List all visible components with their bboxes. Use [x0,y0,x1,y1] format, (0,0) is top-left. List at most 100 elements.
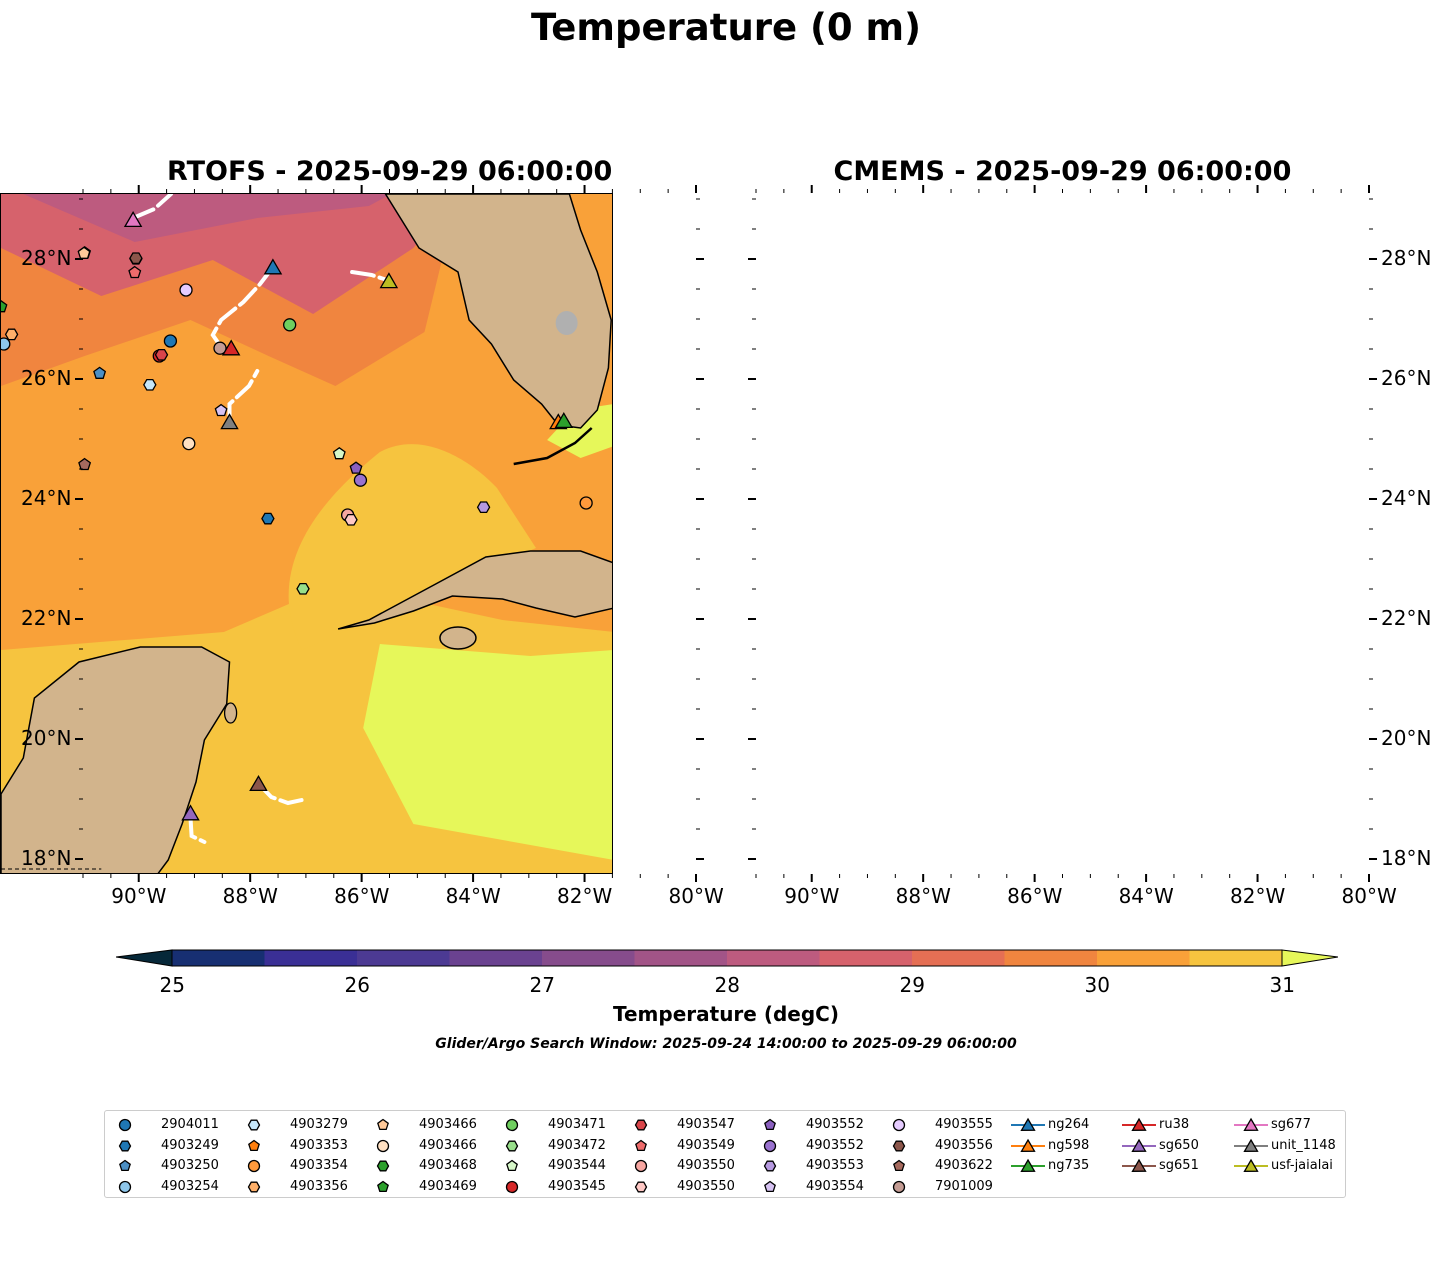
legend-label: 4903552 [806,1137,864,1153]
legend-label: 4903471 [548,1117,606,1132]
obs-4903552 [353,473,368,487]
legend-label: ng735 [1048,1158,1090,1174]
legend-label: 4903552 [806,1117,864,1132]
legend-marker-triangle-icon [1131,1117,1147,1131]
obs-4903469 [1,299,8,313]
obs-4903471 [283,318,297,332]
figure-title: Temperature (0 m) [530,6,922,49]
legend-marker-hexagon-icon [634,1181,648,1193]
legend-label: 4903250 [161,1158,219,1174]
legend-marker-circle-icon [376,1139,390,1152]
colorbar-extend-high [1281,949,1339,967]
legend-label: 4903468 [419,1158,477,1174]
legend-marker-circle-icon [118,1180,132,1194]
colorbar-bin [1189,950,1283,966]
lat-tick-label: 26°N [1381,366,1432,390]
legend-marker-circle-icon [892,1180,906,1194]
land-cozumel [223,702,238,724]
colorbar-bin [634,950,728,966]
legend-label: 4903466 [419,1117,477,1132]
legend-label: sg651 [1159,1158,1199,1174]
lon-tick-label: 88°W [895,884,951,908]
legend-label: 7901009 [935,1179,993,1195]
lat-tick-label: 26°N [21,366,72,390]
obs-4903472 [296,582,310,595]
obs-sg650 [181,804,200,821]
legend-marker-pentagon-icon [635,1139,647,1151]
obs-4903554 [214,403,228,417]
legend-label: ru38 [1159,1117,1190,1132]
obs-ng735 [554,412,574,429]
lat-tick-label: 20°N [1381,726,1432,750]
legend-label: 4903544 [548,1158,606,1174]
legend-marker-circle-icon [247,1160,261,1173]
colorbar-tick-label: 26 [344,973,370,997]
colorbar-bin [264,950,358,966]
legend-label: usf-jaialai [1271,1158,1333,1174]
obs-ru38 [221,339,241,356]
track-sg677 [131,194,173,220]
legend-label: ng264 [1048,1117,1090,1132]
legend-marker-pentagon-icon [248,1139,260,1151]
search-window-text: Glider/Argo Search Window: 2025-09-24 14… [435,1036,1017,1052]
lat-tick-label: 22°N [21,606,72,630]
legend-label: 4903556 [935,1137,993,1153]
colorbar-bin [912,950,1005,966]
obs-usf-jaialai [379,272,399,289]
legend-marker-circle-icon [505,1118,519,1132]
legend-marker-pentagon-icon [377,1180,389,1193]
legend-label: 4903354 [290,1158,348,1174]
colorbar-gradient [115,949,1339,967]
lon-tick-label: 82°W [1230,884,1286,908]
legend-marker-pentagon-icon [764,1118,776,1131]
obs-sg651 [249,775,268,792]
sst-hot-caribbean [363,644,612,860]
lon-tick-label: 88°W [222,884,278,908]
land-cuba [337,550,612,630]
legend-marker-circle-icon [505,1180,519,1194]
track-sg650 [188,816,207,844]
colorbar-bin [819,950,913,966]
legend-marker-triangle-icon [1131,1159,1147,1173]
obs-4903354 [579,496,593,510]
legend-marker-triangle-icon [1243,1159,1259,1173]
legend-label: 4903550 [677,1158,735,1174]
sst-coolest-band [23,194,392,242]
obs-4903249 [261,512,275,525]
legend-marker-hexagon-icon [892,1140,906,1152]
lat-tick-label: 18°N [21,846,72,870]
obs-4903279 [143,378,157,391]
legend-label: 4903469 [419,1179,477,1195]
colorbar-tick-label: 28 [714,973,740,997]
obs-4903553 [476,501,491,514]
obs-4903622 [78,457,92,471]
legend-label: 4903353 [290,1137,348,1153]
colorbar-bin [542,950,635,966]
legend-marker-hexagon-icon [376,1160,390,1172]
legend-label: sg650 [1159,1137,1199,1153]
land-florida-keys [513,427,593,466]
legend-marker-pentagon-icon [506,1160,518,1172]
lon-tick-label: 86°W [1007,884,1063,908]
colorbar-extend-low [115,949,173,967]
lat-tick-label: 24°N [1381,486,1432,510]
panel-title-rtofs: RTOFS - 2025-09-29 06:00:00 [167,156,613,187]
lon-tick-label: 90°W [111,884,167,908]
legend-marker-triangle-icon [1243,1138,1259,1152]
obs-4903552 [349,461,363,474]
lat-tick-label: 20°N [21,726,72,750]
legend-label: 4903356 [290,1179,348,1195]
map-panel-cmems [0,193,613,874]
lon-tick-label: 84°W [1118,884,1174,908]
legend-label: 4903249 [161,1137,219,1153]
obs-4903466 [182,436,196,451]
lake-okeechobee [555,311,578,335]
colorbar-label: Temperature (degC) [613,1002,839,1026]
legend-marker-pentagon-icon [377,1118,389,1131]
colorbar-tick-label: 27 [529,973,555,997]
legend-marker-triangle-icon [1243,1117,1259,1131]
legend-label: 4903545 [548,1179,606,1195]
track-usf-jaialai [350,270,391,283]
obs-2904011 [163,334,178,348]
tick-marks [75,185,1377,882]
